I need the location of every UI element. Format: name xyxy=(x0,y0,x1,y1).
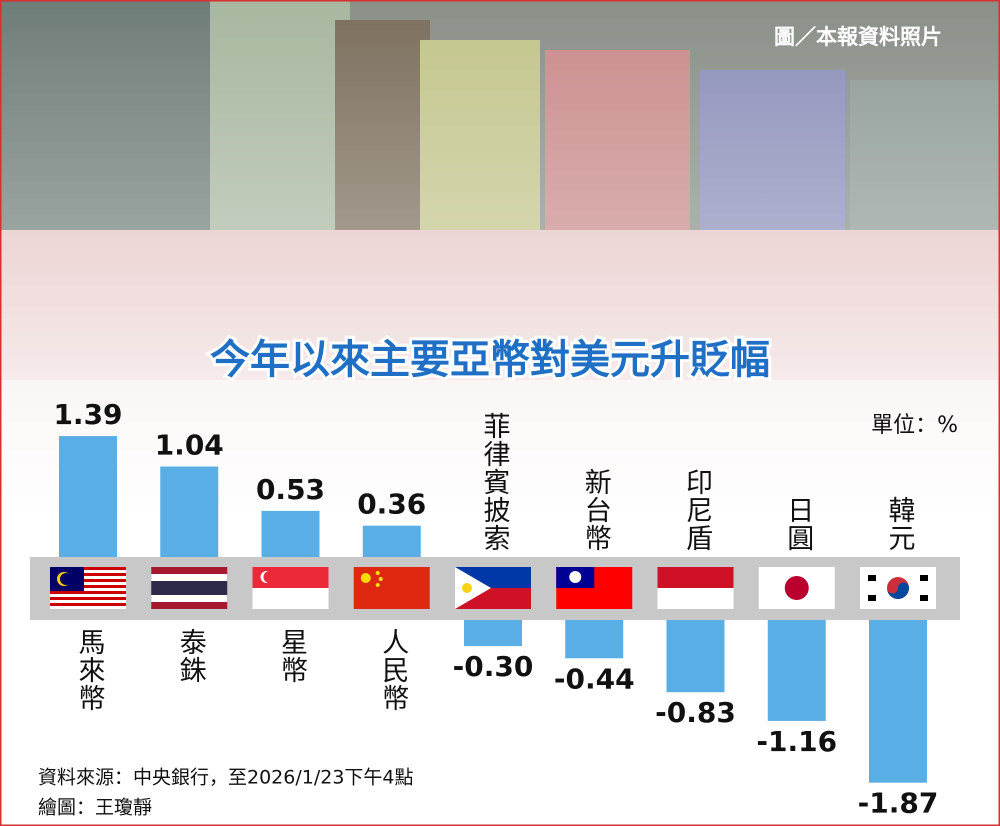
flag xyxy=(455,567,531,609)
flag-part xyxy=(920,595,928,601)
flag xyxy=(758,567,835,609)
flag-part xyxy=(50,576,126,579)
category-label: 泰銖 xyxy=(175,628,207,684)
value-label: -1.87 xyxy=(858,787,939,820)
flag xyxy=(860,567,936,609)
flag-part xyxy=(455,567,491,609)
bar xyxy=(261,510,320,557)
flag-part xyxy=(50,594,126,597)
flag-part xyxy=(657,567,734,588)
flag xyxy=(252,567,329,609)
value-label: 0.36 xyxy=(357,488,426,521)
category-label: 馬來幣 xyxy=(74,628,106,712)
source-note: 資料來源：中央銀行，至2026/1/23下午4點 xyxy=(38,767,414,789)
flag xyxy=(50,567,126,609)
flag-part xyxy=(60,573,72,585)
flag-part xyxy=(462,583,472,593)
flag-part xyxy=(50,570,126,573)
value-label: 0.53 xyxy=(256,473,325,506)
bar xyxy=(160,466,219,557)
flag xyxy=(657,567,734,609)
flag-part xyxy=(263,571,276,583)
flag xyxy=(353,567,430,609)
category-label: 印尼盾 xyxy=(681,468,712,552)
flag-part xyxy=(784,576,809,600)
flag-part xyxy=(50,573,126,576)
value-label: 1.04 xyxy=(155,429,224,462)
bar xyxy=(59,436,117,557)
flag-part xyxy=(887,582,909,599)
flag-part xyxy=(920,575,928,581)
illustrator-note: 繪圖：王瓊靜 xyxy=(38,797,152,819)
category-label: 菲律賓披索 xyxy=(479,412,511,552)
bar xyxy=(869,620,927,783)
flag-part xyxy=(868,595,876,601)
flag-part xyxy=(50,567,126,570)
flag-part xyxy=(868,575,876,581)
flag-part xyxy=(50,588,126,591)
value-label: -1.16 xyxy=(756,725,837,758)
value-label: 1.39 xyxy=(53,398,122,431)
unit-label: 單位：% xyxy=(871,413,958,438)
bar xyxy=(666,620,725,693)
bar xyxy=(464,620,522,647)
value-label: -0.44 xyxy=(554,662,635,695)
chart-title: 今年以來主要亞幣對美元升貶幅 xyxy=(210,337,770,383)
flag-part xyxy=(50,597,126,600)
category-label: 人民幣 xyxy=(377,628,408,712)
flag-part xyxy=(151,581,228,595)
category-label: 日圓 xyxy=(782,496,813,552)
flag-part xyxy=(360,573,371,583)
flag-part xyxy=(657,588,734,609)
flag-part xyxy=(50,606,126,609)
flag-part xyxy=(375,583,380,587)
flag-part xyxy=(569,571,582,583)
bar xyxy=(767,620,826,721)
bar xyxy=(362,525,421,557)
bar xyxy=(565,620,624,659)
value-label: -0.30 xyxy=(453,650,534,683)
flag-part xyxy=(50,600,126,603)
photo-credit: 圖／本報資料照片 xyxy=(774,25,942,49)
category-label: 新台幣 xyxy=(580,468,611,552)
flag-part xyxy=(50,582,126,585)
flag-part xyxy=(378,577,383,581)
value-label: -0.83 xyxy=(655,696,736,729)
category-label: 韓元 xyxy=(884,496,915,552)
flag xyxy=(151,567,228,609)
flag-part xyxy=(50,591,126,594)
flag-part xyxy=(50,603,126,606)
flag-part xyxy=(50,579,126,582)
flag xyxy=(556,567,633,609)
category-label: 星幣 xyxy=(276,628,307,684)
flag-part xyxy=(375,571,380,575)
flag-part xyxy=(50,585,126,588)
